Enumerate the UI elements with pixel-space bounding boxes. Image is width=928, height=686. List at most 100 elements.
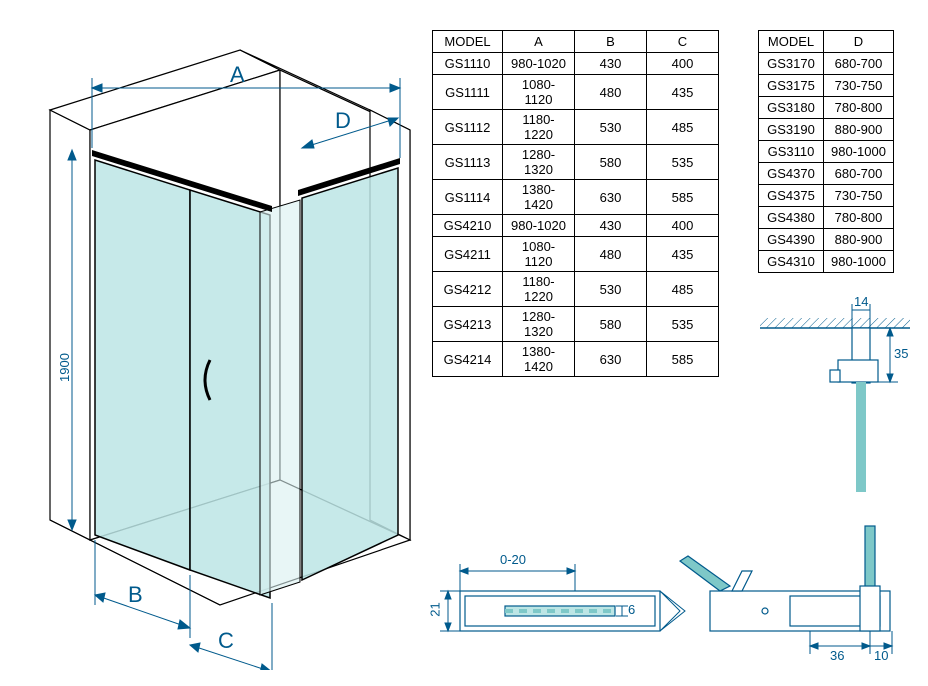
table-cell: 580 [575,307,647,342]
table-header: MODEL [433,31,503,53]
table-header: B [575,31,647,53]
table-row: GS4310980-1000 [759,251,894,273]
table-row: GS4390880-900 [759,229,894,251]
table-cell: 880-900 [824,119,894,141]
table-cell: 435 [647,237,719,272]
table-cell: 535 [647,145,719,180]
table-cell: 780-800 [824,97,894,119]
dim-label-a: A [230,62,245,88]
table-row: GS3110980-1000 [759,141,894,163]
table-cell: 430 [575,215,647,237]
table-cell: 480 [575,237,647,272]
table-cell: 630 [575,180,647,215]
table-row: GS11131280-1320580535 [433,145,719,180]
dim-label-c: C [218,628,234,654]
dim-label-b: B [128,582,143,608]
table-cell: GS4390 [759,229,824,251]
table-cell: 880-900 [824,229,894,251]
table-cell: GS1110 [433,53,503,75]
table-cell: 480 [575,75,647,110]
table-cell: GS4213 [433,307,503,342]
table-cell: GS4380 [759,207,824,229]
table-cell: GS1112 [433,110,503,145]
table-cell: 1180-1220 [503,272,575,307]
dim-35: 35 [894,346,908,361]
table-cell: 680-700 [824,53,894,75]
table-header: C [647,31,719,53]
table-cell: 980-1000 [824,251,894,273]
table-cell: 530 [575,110,647,145]
table-row: GS4380780-800 [759,207,894,229]
table-cell: 1280-1320 [503,145,575,180]
table-cell: GS4212 [433,272,503,307]
table-cell: GS4375 [759,185,824,207]
table-cell: GS3180 [759,97,824,119]
table-cell: 980-1020 [503,215,575,237]
shower-enclosure-svg [40,30,440,670]
table-cell: GS1114 [433,180,503,215]
table-row: GS3180780-800 [759,97,894,119]
table-row: GS11111080-1120480435 [433,75,719,110]
profile-detail-top: 14 35 [760,300,910,500]
table-header: A [503,31,575,53]
dim-6: 6 [628,602,635,617]
table-cell: GS1111 [433,75,503,110]
table-cell: 1180-1220 [503,110,575,145]
table-cell: 400 [647,215,719,237]
table-cell: GS3190 [759,119,824,141]
table-cell: GS3170 [759,53,824,75]
table-row: GS3190880-900 [759,119,894,141]
table-cell: 485 [647,272,719,307]
table-cell: 780-800 [824,207,894,229]
table-row: GS42131280-1320580535 [433,307,719,342]
table-row: GS42121180-1220530485 [433,272,719,307]
table-cell: 1280-1320 [503,307,575,342]
table-cell: 580 [575,145,647,180]
table-cell: 435 [647,75,719,110]
table-cell: 585 [647,342,719,377]
table-cell: GS4210 [433,215,503,237]
table-row: GS4375730-750 [759,185,894,207]
table-cell: 980-1020 [503,53,575,75]
table-row: GS42141380-1420630585 [433,342,719,377]
table-row: GS11141380-1420630585 [433,180,719,215]
table-cell: 680-700 [824,163,894,185]
table-cell: GS1113 [433,145,503,180]
table-cell: 1080-1120 [503,75,575,110]
table-cell: GS4370 [759,163,824,185]
table-cell: 485 [647,110,719,145]
table-cell: 1380-1420 [503,180,575,215]
table-row: GS1110980-1020430400 [433,53,719,75]
table-cell: 730-750 [824,185,894,207]
table-cell: 400 [647,53,719,75]
table-header: MODEL [759,31,824,53]
table-row: GS11121180-1220530485 [433,110,719,145]
table-cell: 1380-1420 [503,342,575,377]
dim-36: 36 [830,648,844,663]
table-cell: GS4211 [433,237,503,272]
table-row: GS4210980-1020430400 [433,215,719,237]
dimensions-table-d: MODELD GS3170680-700GS3175730-750GS31807… [758,30,894,273]
dim-label-height: 1900 [57,353,72,382]
table-row: GS3170680-700 [759,53,894,75]
isometric-diagram: A D B C 1900 [40,30,420,630]
table-row: GS3175730-750 [759,75,894,97]
table-cell: GS3110 [759,141,824,163]
table-cell: GS3175 [759,75,824,97]
table-cell: 430 [575,53,647,75]
dim-21: 21 [428,602,443,616]
table-row: GS4370680-700 [759,163,894,185]
table-row: GS42111080-1120480435 [433,237,719,272]
dim-0-20: 0-20 [500,552,526,567]
table-cell: 585 [647,180,719,215]
dim-label-d: D [335,108,351,134]
dim-10: 10 [874,648,888,663]
table-cell: 730-750 [824,75,894,97]
dimensions-table-abc: MODELABC GS1110980-1020430400GS11111080-… [432,30,719,377]
profile-detail-bottom: 0-20 21 6 36 10 [430,516,910,676]
table-cell: 630 [575,342,647,377]
table-cell: GS4310 [759,251,824,273]
table-cell: 535 [647,307,719,342]
dim-14: 14 [854,294,868,309]
table-cell: GS4214 [433,342,503,377]
